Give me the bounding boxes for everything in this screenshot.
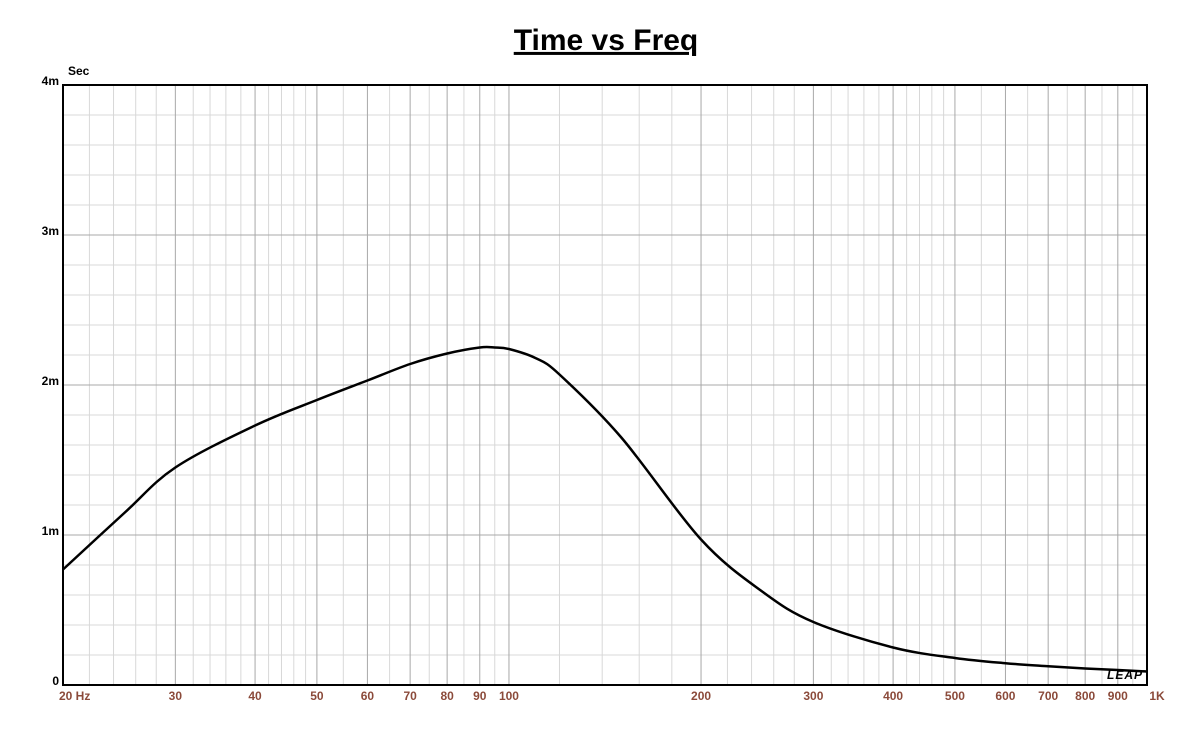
x-tick-label: 800 [1075,689,1095,703]
x-tick-label: 700 [1038,689,1058,703]
x-tick-label: 50 [310,689,324,703]
y-tick-label: 4m [42,74,59,88]
x-tick-label: 80 [440,689,454,703]
x-tick-label: 40 [248,689,262,703]
plot-frame [62,84,1148,686]
x-tick-label: 100 [499,689,519,703]
x-tick-label: 900 [1108,689,1128,703]
data-line [62,345,1148,673]
y-tick-label: 3m [42,224,59,238]
x-tick-label: 70 [403,689,417,703]
watermark: LEAP [1107,668,1143,682]
x-tick-label: 600 [995,689,1015,703]
x-tick-label: 90 [473,689,487,703]
y-axis-label: Sec [68,64,90,78]
x-tick-label: 400 [883,689,903,703]
x-tick-label: 60 [361,689,375,703]
x-tick-label: 1K [1149,689,1165,703]
x-tick-label: 300 [803,689,823,703]
y-tick-label: 0 [52,674,59,688]
chart-title: Time vs Freq [514,24,699,57]
x-tick-label: 20 Hz [59,689,90,703]
x-tick-label: 500 [945,689,965,703]
x-tick-label: 200 [691,689,711,703]
y-tick-label: 1m [42,524,59,538]
x-tick-label: 30 [169,689,183,703]
y-tick-label: 2m [42,374,59,388]
